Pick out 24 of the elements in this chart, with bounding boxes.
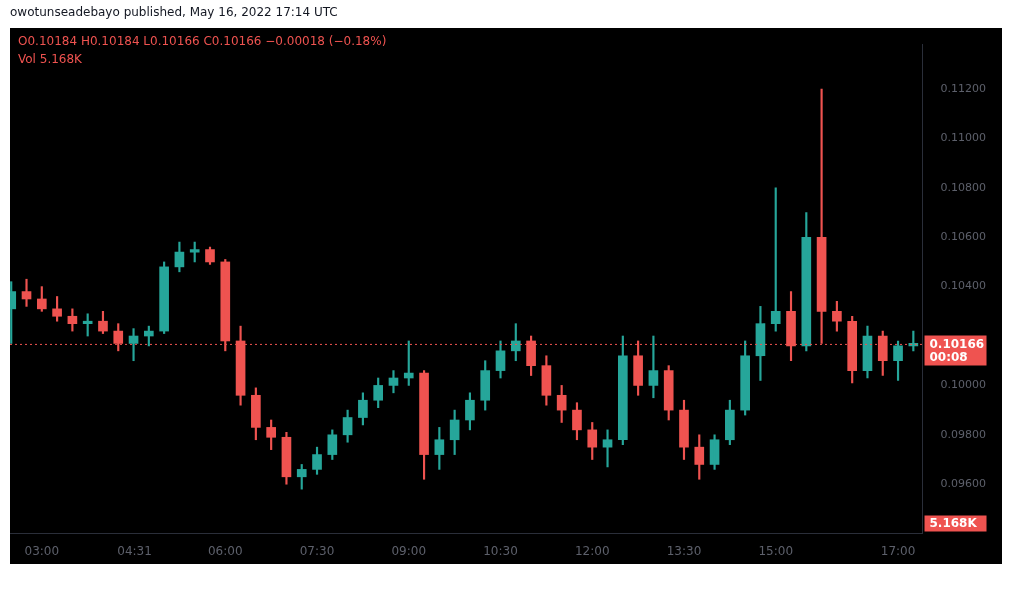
x-tick-label: 06:00 xyxy=(207,543,243,558)
text: 5.168K xyxy=(929,515,978,530)
ref-line-label: 0.10166 xyxy=(929,336,985,351)
x-tick-label: 09:00 xyxy=(391,543,427,558)
y-tick-label: 0.09600 xyxy=(940,477,987,491)
y-tick-label: 0.09800 xyxy=(940,427,987,441)
y-tick-label: 0.10600 xyxy=(940,230,987,244)
x-tick-label: 07:30 xyxy=(299,543,335,558)
y-tick-label: 0.11200 xyxy=(940,81,987,95)
annotation: Vol 5.168K xyxy=(18,52,84,67)
x-tick-label: 04:31 xyxy=(117,543,152,558)
y-tick-label: 0.10000 xyxy=(940,378,987,392)
x-tick-label: 13:30 xyxy=(666,543,702,558)
x-tick-label: 12:00 xyxy=(574,543,610,558)
x-tick-label: 10:30 xyxy=(483,543,518,558)
annotation: O0.10184 H0.10184 L0.10166 C0.10166 −0.00018 (−0.18%) xyxy=(18,34,387,49)
x-tick-label: 03:00 xyxy=(24,543,60,558)
y-tick-label: 0.11000 xyxy=(940,131,987,145)
x-tick-label: 15:00 xyxy=(758,543,794,558)
x-tick-label: 17:00 xyxy=(880,543,916,558)
y-tick-label: 0.10400 xyxy=(940,279,987,293)
text: owotunseadebayo published, May 16, 2022 17:14 UTC xyxy=(10,5,338,19)
text: 00:08 xyxy=(929,349,968,364)
y-tick-label: 0.10800 xyxy=(940,180,987,194)
